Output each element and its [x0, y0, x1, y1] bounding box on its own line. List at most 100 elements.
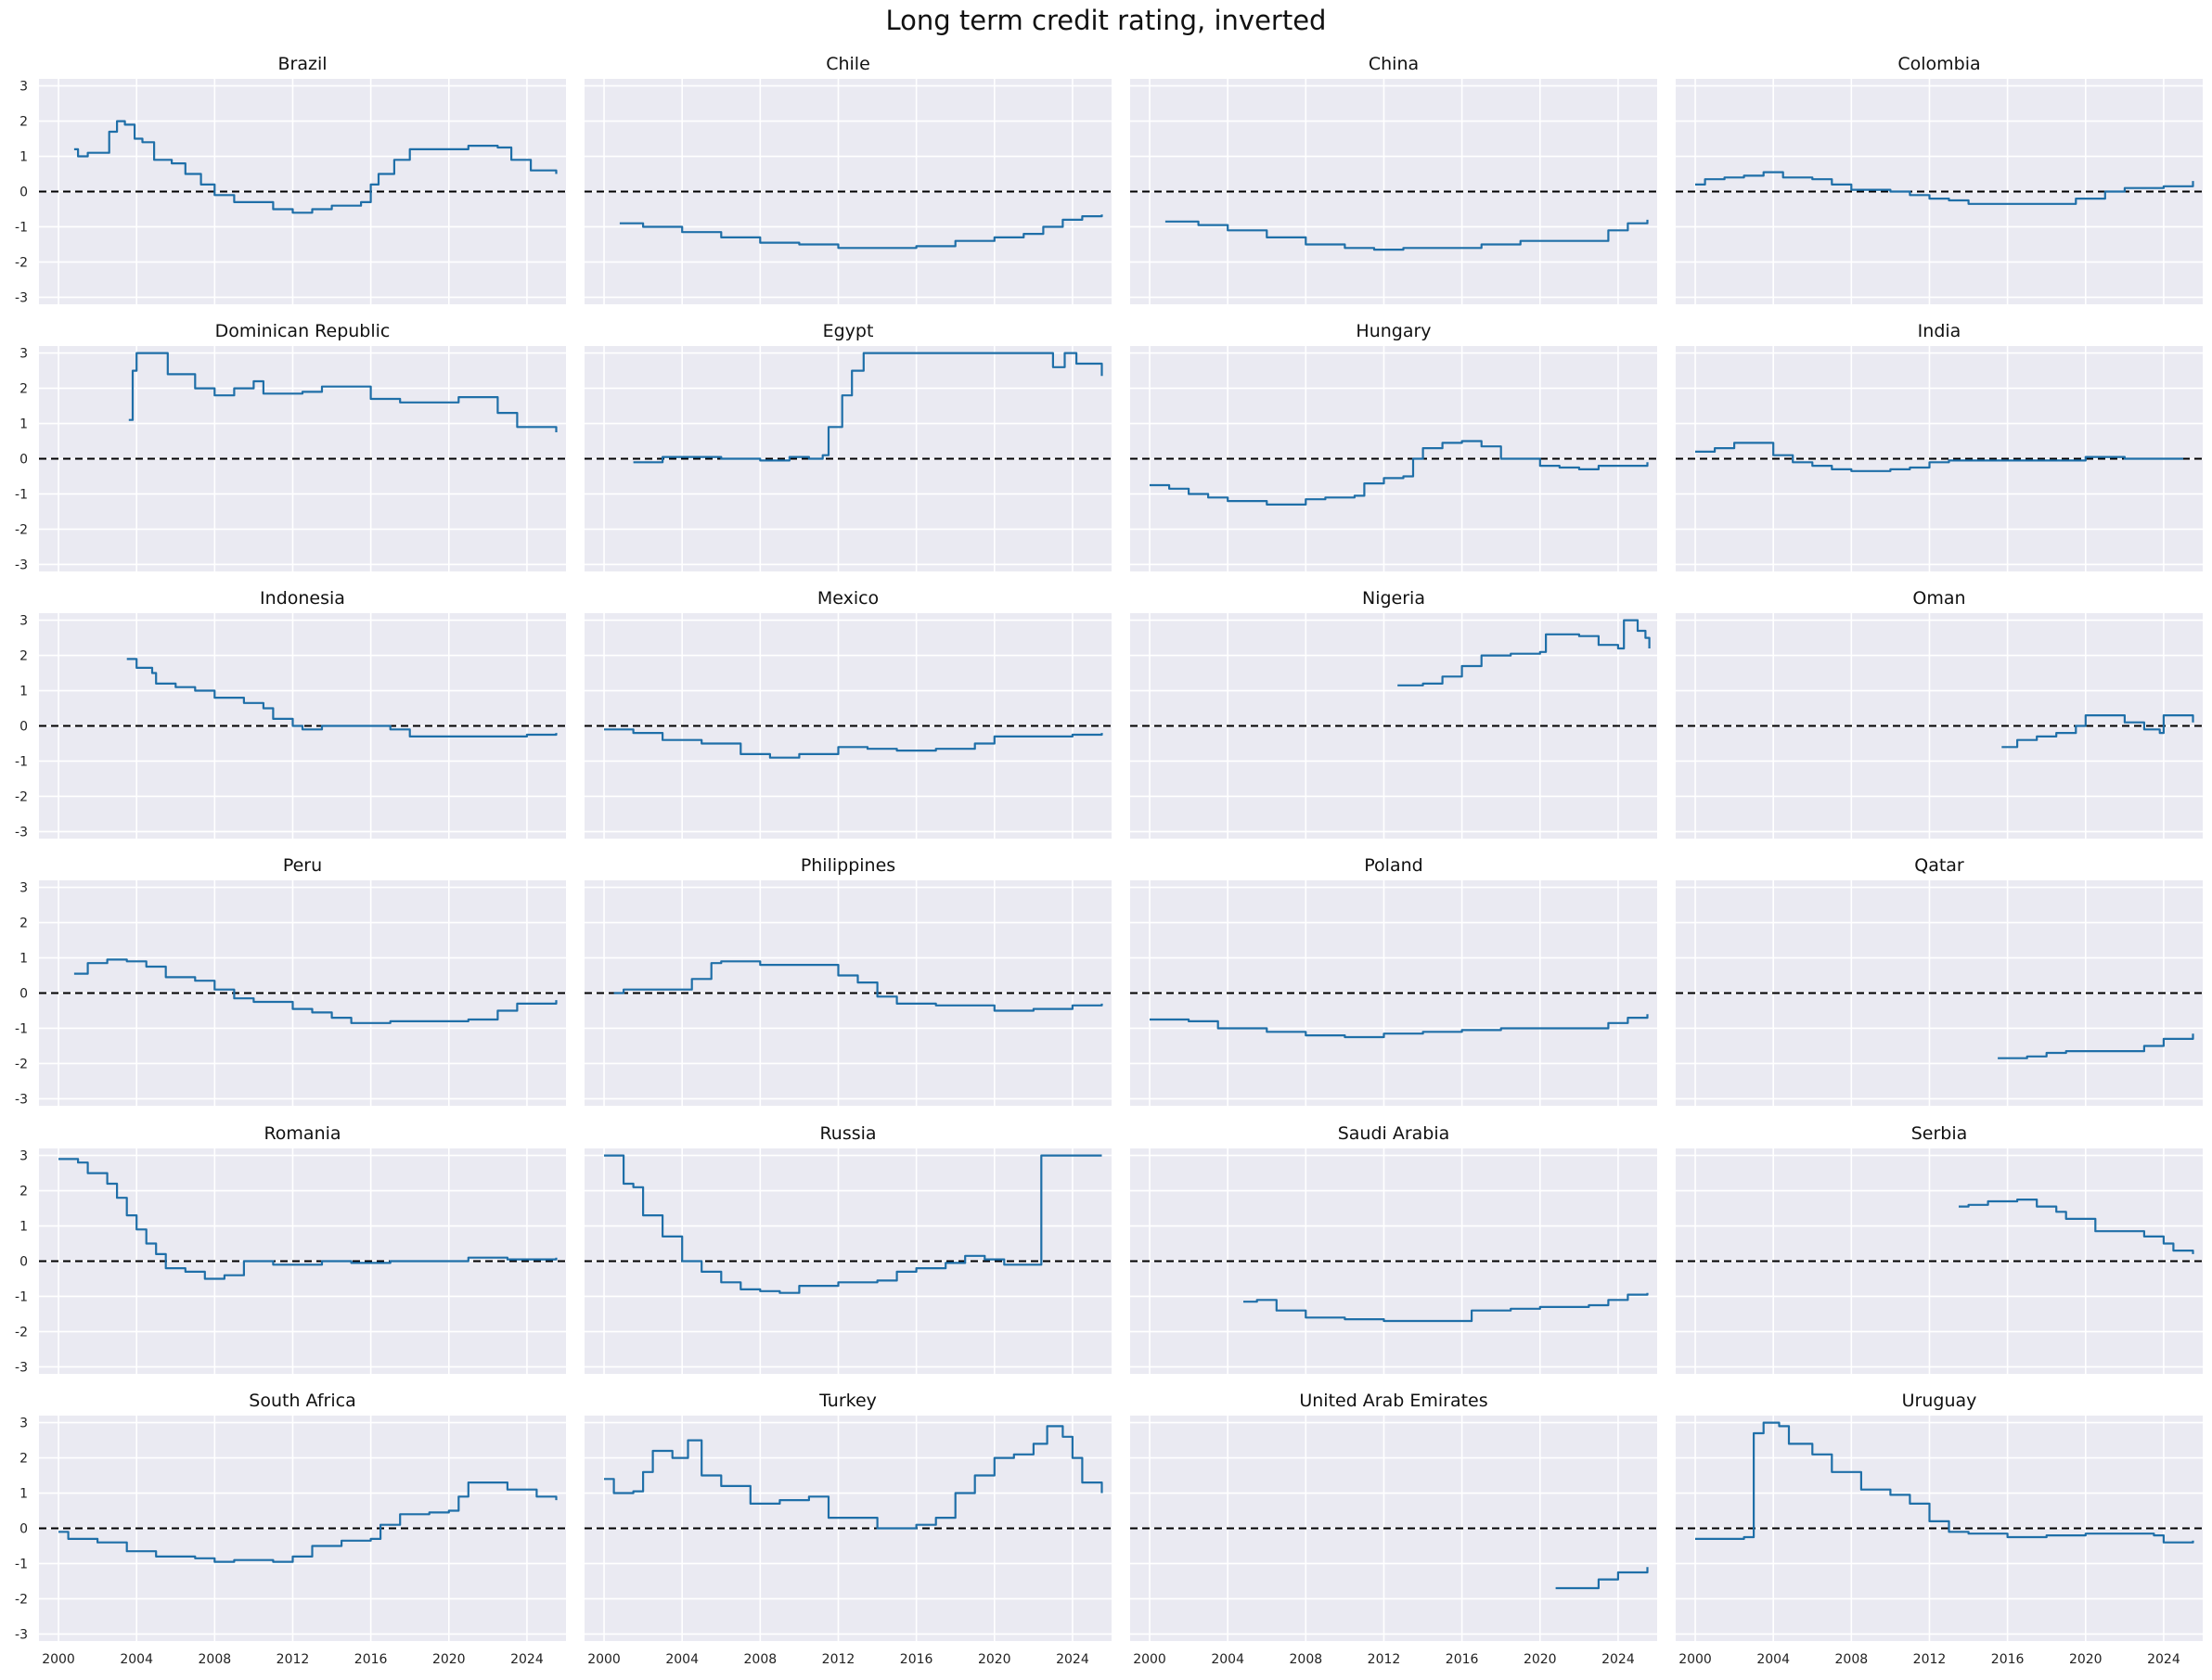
panel-title: Poland — [1364, 855, 1422, 876]
x-tick-label: 2012 — [1913, 1652, 1947, 1667]
x-tick-label: 2020 — [432, 1652, 466, 1667]
panel-title: Chile — [826, 54, 870, 74]
panel-title: Colombia — [1897, 54, 1980, 74]
series-line-uruguay — [1695, 1421, 2194, 1544]
y-tick-label: 2 — [19, 917, 28, 931]
y-tick-label: 0 — [19, 720, 28, 735]
panel-chile: Chile — [585, 54, 1112, 304]
series-line-egypt — [633, 352, 1103, 464]
x-tick-label: 2004 — [1756, 1652, 1790, 1667]
panel-title: Turkey — [818, 1391, 877, 1411]
x-tick-label: 2020 — [1524, 1652, 1557, 1667]
y-tick-label: 1 — [19, 150, 28, 165]
panel-title: India — [1918, 321, 1961, 341]
y-tick-label: 2 — [19, 382, 28, 397]
y-tick-label: -3 — [15, 290, 28, 305]
x-tick-label: 2012 — [1368, 1652, 1401, 1667]
y-tick-label: 3 — [19, 614, 28, 629]
panel-title: Nigeria — [1362, 588, 1425, 609]
x-tick-label: 2008 — [744, 1652, 778, 1667]
y-tick-label: -2 — [15, 1057, 28, 1071]
y-tick-label: 3 — [19, 347, 28, 362]
panel-title: Romania — [264, 1123, 341, 1144]
series-line-philippines — [613, 960, 1103, 1012]
y-tick-label: 1 — [19, 417, 28, 432]
x-tick-label: 2012 — [822, 1652, 855, 1667]
panel-title: Mexico — [817, 588, 879, 609]
panel-poland: Poland — [1130, 855, 1657, 1106]
y-tick-label: -2 — [15, 255, 28, 270]
series-line-indonesia — [126, 658, 558, 737]
panel-brazil: Brazil -3 -2 -1 0 1 2 3 — [15, 54, 566, 305]
x-tick-label: 2024 — [510, 1652, 544, 1667]
x-tick-label: 2016 — [1991, 1652, 2025, 1667]
y-tick-label: 1 — [19, 685, 28, 699]
y-tick-label: -3 — [15, 1092, 28, 1107]
panel-united-arab-emirates: United Arab Emirates 2000 2004 2008 2012 2016… — [1130, 1391, 1657, 1667]
series-line-brazil — [73, 120, 558, 214]
panel-indonesia: Indonesia -3 -2 -1 0 1 2 3 — [15, 588, 566, 840]
panel-title: Brazil — [277, 54, 327, 74]
panel-peru: Peru -3 -2 -1 0 1 2 3 — [15, 855, 566, 1107]
series-line-romania — [58, 1158, 558, 1280]
x-tick-label: 2016 — [354, 1652, 388, 1667]
series-line-serbia — [1959, 1199, 2194, 1254]
y-tick-label: 3 — [19, 1417, 28, 1431]
y-tick-label: -3 — [15, 558, 28, 572]
x-tick-label: 2000 — [42, 1652, 75, 1667]
series-line-russia — [604, 1154, 1102, 1294]
series-line-peru — [73, 958, 558, 1024]
y-tick-label: 2 — [19, 115, 28, 130]
y-tick-label: -3 — [15, 1627, 28, 1642]
series-line-dominican-republic — [128, 352, 558, 432]
series-line-turkey — [604, 1425, 1103, 1530]
panel-grid: Brazil -3 -2 -1 0 1 2 3 Chile China Colombia Domini… — [15, 54, 2203, 1667]
panel-title: Saudi Arabia — [1338, 1123, 1450, 1144]
panel-title: China — [1369, 54, 1419, 74]
series-line-united-arab-emirates — [1555, 1567, 1649, 1590]
x-tick-label: 2000 — [1133, 1652, 1166, 1667]
panel-uruguay: Uruguay 2000 2004 2008 2012 2016 2020 2024 — [1676, 1391, 2203, 1667]
panel-title: Qatar — [1914, 855, 1964, 876]
y-tick-label: -3 — [15, 825, 28, 840]
panel-oman: Oman — [1676, 588, 2203, 839]
panel-title: Indonesia — [260, 588, 345, 609]
y-tick-label: -2 — [15, 1325, 28, 1340]
panel-title: Peru — [283, 855, 322, 876]
y-tick-label: 1 — [19, 952, 28, 967]
panel-serbia: Serbia — [1676, 1123, 2203, 1374]
y-tick-label: 2 — [19, 649, 28, 664]
panel-mexico: Mexico — [585, 588, 1112, 839]
y-tick-label: 0 — [19, 186, 28, 200]
panel-hungary: Hungary — [1130, 321, 1657, 571]
panel-title: Egypt — [823, 321, 874, 341]
y-tick-label: 0 — [19, 987, 28, 1002]
series-line-india — [1695, 442, 2183, 472]
panel-title: Uruguay — [1902, 1391, 1977, 1411]
y-tick-label: 2 — [19, 1185, 28, 1199]
series-line-china — [1164, 219, 1649, 251]
x-tick-label: 2016 — [900, 1652, 933, 1667]
x-tick-label: 2020 — [2069, 1652, 2103, 1667]
x-tick-label: 2004 — [665, 1652, 699, 1667]
x-tick-label: 2008 — [1290, 1652, 1323, 1667]
x-tick-label: 2024 — [2147, 1652, 2180, 1667]
panel-egypt: Egypt — [585, 321, 1112, 571]
panel-nigeria: Nigeria — [1130, 588, 1657, 839]
y-tick-label: 0 — [19, 453, 28, 468]
y-tick-label: 2 — [19, 1452, 28, 1467]
x-tick-label: 2024 — [1601, 1652, 1635, 1667]
series-line-hungary — [1150, 440, 1649, 506]
x-tick-label: 2008 — [199, 1652, 232, 1667]
panel-philippines: Philippines — [585, 855, 1112, 1106]
y-tick-label: 3 — [19, 881, 28, 896]
series-line-colombia — [1695, 171, 2194, 205]
panel-south-africa: South Africa -3 -2 -1 0 1 2 3 2000 2004 2008 2012 20… — [15, 1391, 566, 1667]
y-tick-label: 1 — [19, 1487, 28, 1502]
y-tick-label: -1 — [15, 220, 28, 235]
panel-title: South Africa — [249, 1391, 355, 1411]
series-line-chile — [619, 214, 1103, 250]
y-tick-label: -1 — [15, 1557, 28, 1571]
y-tick-label: -2 — [15, 522, 28, 537]
